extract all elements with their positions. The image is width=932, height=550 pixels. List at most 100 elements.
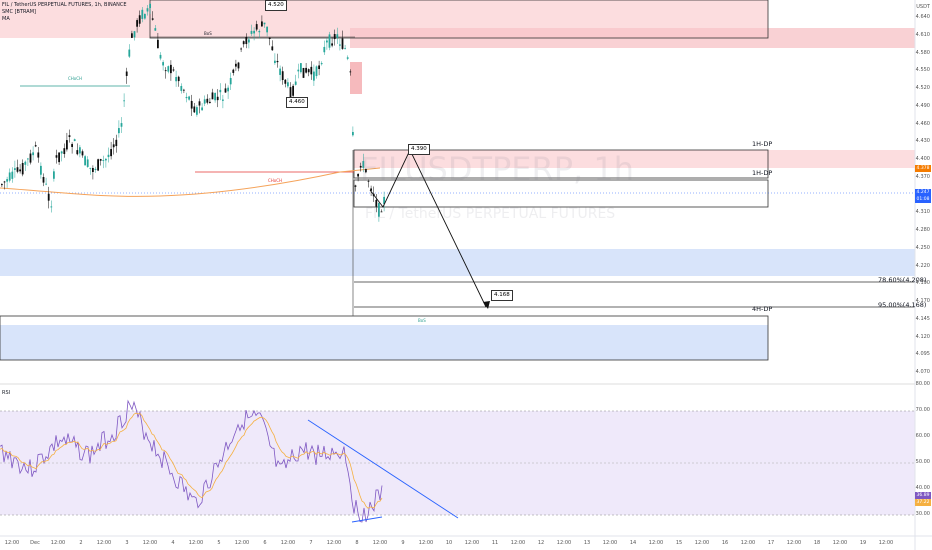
x-axis-tick: 12:00	[602, 540, 618, 546]
candle-body	[177, 76, 180, 82]
candle-body	[242, 41, 245, 45]
candle-body	[60, 151, 63, 154]
rsi-trendline	[307, 419, 459, 519]
candle-body	[128, 49, 131, 57]
x-axis-tick: 12:00	[648, 540, 664, 546]
candle-body	[123, 100, 125, 102]
candle-body	[250, 30, 253, 34]
candle-body	[237, 62, 240, 69]
candle-body	[53, 171, 55, 179]
box-top	[149, 0, 769, 39]
candle-body	[146, 8, 149, 12]
candle-body	[3, 181, 6, 183]
x-axis-tick: 12:00	[510, 540, 526, 546]
candle-body	[383, 196, 385, 205]
box-4h	[0, 315, 769, 361]
x-axis-tick: 11	[491, 540, 499, 546]
candle-body	[1, 184, 3, 186]
x-axis-tick: 18	[813, 540, 821, 546]
symbol-title[interactable]: FIL / TetherUS PERPETUAL FUTURES, 1h, BI…	[2, 2, 127, 8]
supply-zone-1h	[354, 150, 915, 168]
x-axis-tick: 12:00	[142, 540, 158, 546]
moving-average	[0, 167, 381, 197]
y-axis-tick: 4.430	[915, 138, 930, 145]
candle-body	[258, 31, 261, 33]
x-axis-tick: 19	[859, 540, 867, 546]
x-axis-tick: 16	[721, 540, 729, 546]
candle-body	[271, 46, 274, 51]
candle-body	[326, 40, 328, 43]
candle-body	[34, 145, 37, 147]
candle-body	[266, 26, 268, 33]
candle-body	[378, 203, 380, 217]
candle-body	[323, 46, 326, 53]
x-axis-tick: 8	[355, 540, 359, 546]
chart-legend[interactable]: FIL / TetherUS PERPETUAL FUTURES, 1h, BI…	[2, 2, 127, 23]
orange-price-badge: 4.378	[915, 165, 931, 172]
candle-body	[274, 60, 276, 64]
x-axis-tick: 12:00	[418, 540, 434, 546]
candle-body	[40, 165, 42, 175]
candle-body	[97, 159, 99, 171]
candle-body	[336, 34, 339, 38]
y-axis-tick: 4.580	[915, 49, 930, 56]
candle-body	[227, 87, 229, 92]
candle-body	[164, 70, 167, 72]
rsi-axis-tick: 50.00	[915, 459, 930, 465]
x-axis-tick: 12:00	[50, 540, 66, 546]
candle-body	[253, 30, 255, 34]
candle-body	[370, 188, 372, 191]
candle-body	[185, 96, 188, 99]
candle-body	[157, 39, 159, 49]
indicator-ma[interactable]: MA	[2, 16, 10, 22]
candle-body	[42, 177, 45, 183]
candle-body	[133, 31, 136, 38]
x-axis-tick: 12:00	[234, 540, 250, 546]
tag-bos-1: BoS	[204, 31, 212, 36]
candle-body	[222, 99, 224, 101]
candle-body	[172, 69, 175, 71]
x-axis-tick: 3	[125, 540, 129, 546]
candle-body	[162, 62, 164, 66]
x-axis-tick: 15	[675, 540, 683, 546]
rsi-support-line	[351, 516, 383, 523]
candle-body	[99, 159, 102, 161]
y-axis-tick: 4.370	[915, 173, 930, 180]
x-axis-tick: 12:00	[740, 540, 756, 546]
x-axis-tick: 12:00	[372, 540, 388, 546]
candle-body	[50, 206, 53, 208]
candle-body	[339, 44, 341, 46]
candle-body	[175, 77, 177, 82]
candle-body	[328, 34, 331, 48]
candle-body	[331, 43, 333, 46]
box-1h-lower	[353, 179, 769, 208]
candle-body	[281, 71, 284, 81]
projection-path	[369, 148, 487, 308]
candle-body	[276, 60, 279, 63]
candle-body	[198, 101, 201, 106]
candle-body	[240, 48, 242, 50]
candle-body	[248, 39, 250, 43]
candle-body	[352, 131, 354, 136]
candle-body	[289, 87, 292, 101]
candle-body	[120, 123, 123, 127]
rsi-ma-badge: 37.22	[915, 499, 931, 506]
rsi-title[interactable]: RSI	[2, 390, 11, 396]
x-axis-tick: 12:00	[326, 540, 342, 546]
y-axis-tick: 4.170	[915, 298, 930, 304]
rsi-value-badge: 36.89	[915, 492, 931, 499]
indicator-smc[interactable]: SMC [BTRAM]	[2, 9, 36, 15]
label-1h-dp-upper: 1H-DP	[752, 140, 773, 148]
candle-body	[71, 144, 73, 147]
candle-body	[89, 167, 92, 169]
candle-body	[307, 69, 310, 73]
callout-mid: 4.460	[286, 97, 308, 108]
candle-body	[58, 152, 60, 163]
candle-body	[63, 148, 66, 155]
candle-body	[216, 96, 219, 101]
candle-body	[107, 154, 110, 158]
candle-body	[232, 69, 235, 73]
callout-target-high: 4.390	[408, 144, 430, 155]
candle-body	[8, 172, 11, 181]
